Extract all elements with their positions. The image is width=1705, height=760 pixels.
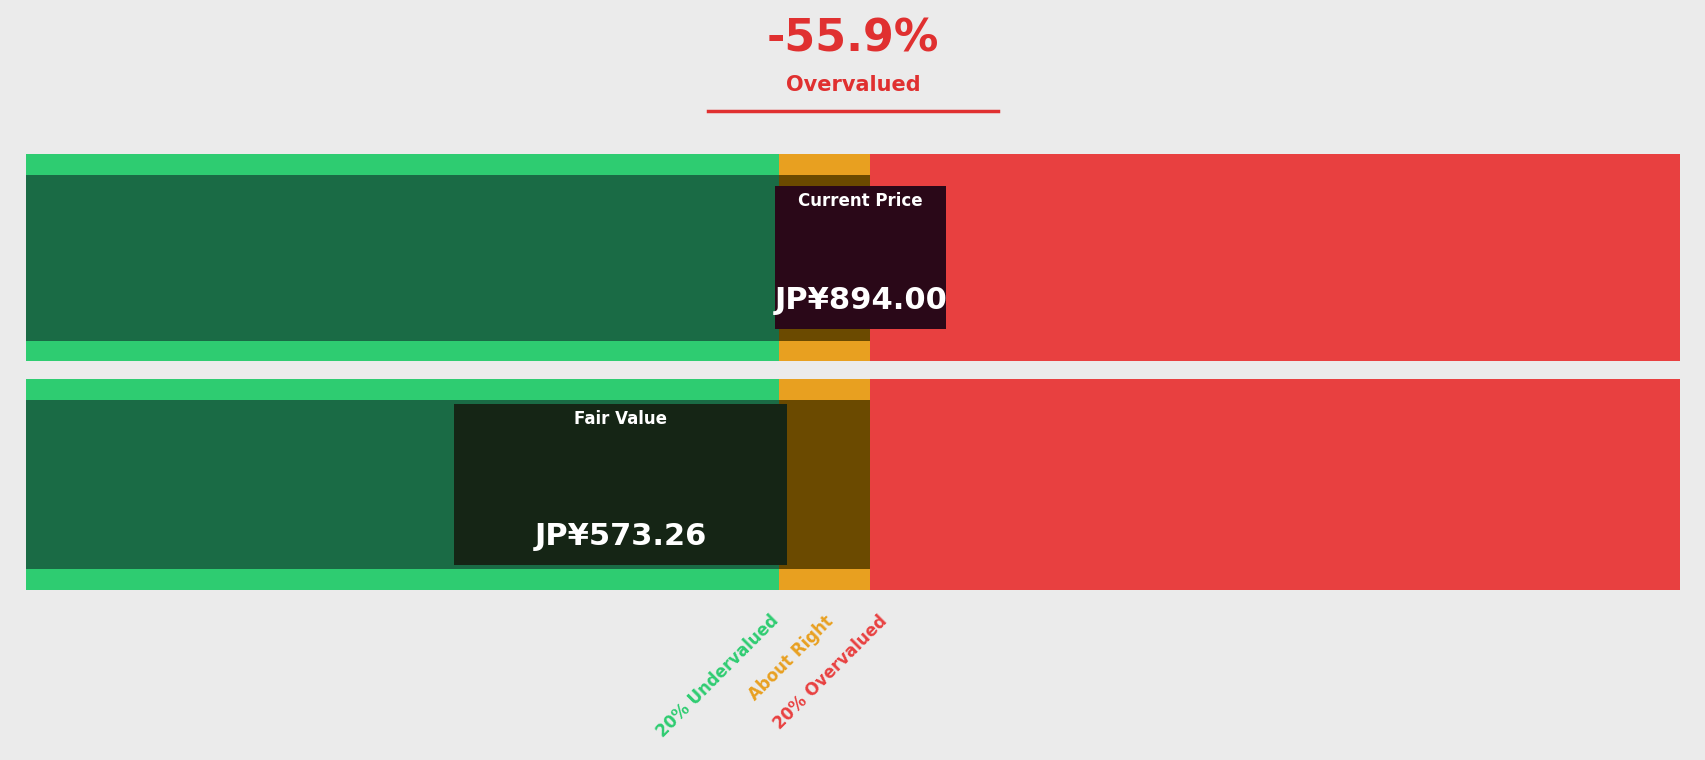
Bar [26, 154, 777, 175]
Text: Overvalued: Overvalued [786, 75, 919, 95]
Text: -55.9%: -55.9% [766, 18, 939, 61]
Bar [777, 154, 870, 175]
Bar [777, 401, 870, 569]
Text: 20% Overvalued: 20% Overvalued [769, 612, 890, 733]
Text: Fair Value: Fair Value [575, 410, 667, 428]
Bar [870, 569, 1679, 591]
Text: Current Price: Current Price [798, 192, 922, 210]
Bar [777, 569, 870, 591]
Bar [777, 175, 870, 340]
Bar [26, 340, 777, 361]
Bar [870, 379, 1679, 401]
Bar [870, 175, 1679, 340]
Bar [26, 401, 777, 569]
Text: JP¥894.00: JP¥894.00 [774, 286, 946, 315]
Bar [454, 404, 786, 565]
Text: 20% Undervalued: 20% Undervalued [653, 612, 783, 741]
Bar [870, 340, 1679, 361]
Bar [870, 401, 1679, 569]
Bar [26, 569, 777, 591]
Bar [26, 379, 777, 401]
Bar [26, 175, 777, 340]
Bar [777, 340, 870, 361]
Text: JP¥573.26: JP¥573.26 [534, 522, 706, 551]
Bar [774, 186, 946, 329]
Bar [870, 154, 1679, 175]
Bar [777, 379, 870, 401]
Text: About Right: About Right [745, 612, 835, 704]
